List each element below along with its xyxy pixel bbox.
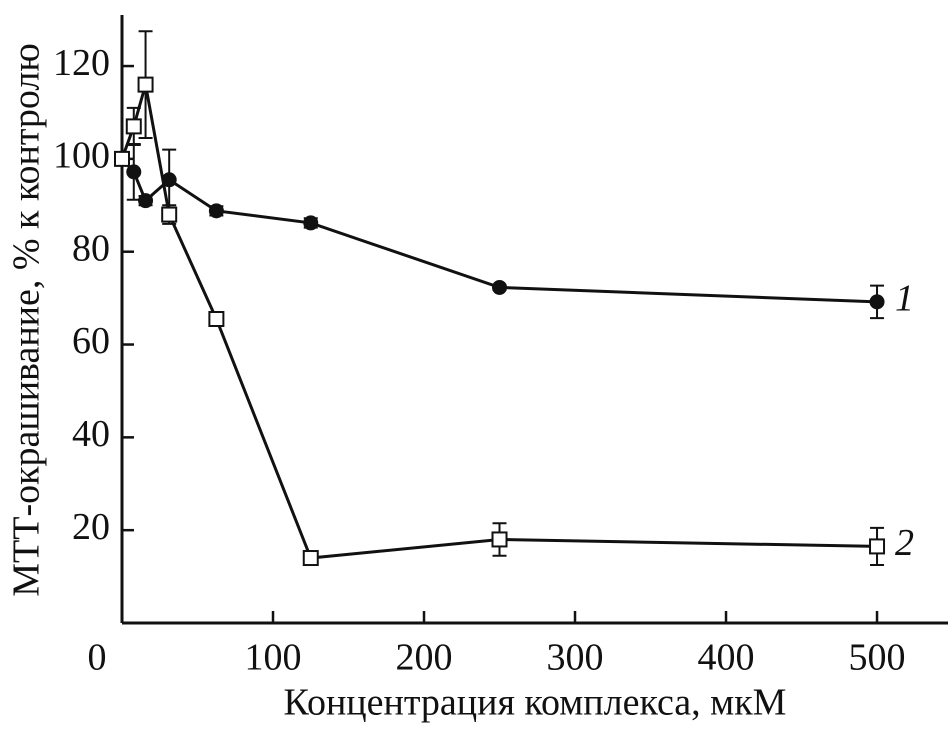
point bbox=[126, 164, 142, 180]
point bbox=[161, 206, 178, 223]
y-tick-label: 120 bbox=[53, 42, 110, 84]
point bbox=[303, 215, 319, 231]
point bbox=[137, 76, 154, 93]
point bbox=[302, 550, 319, 567]
series-label: 1 bbox=[895, 278, 914, 320]
x-tick-label: 100 bbox=[245, 637, 302, 679]
point bbox=[208, 203, 224, 219]
point bbox=[208, 311, 225, 327]
y-axis-title: МТТ-окрашивание, % к контролю bbox=[6, 43, 48, 597]
x-tick-label: 400 bbox=[698, 637, 755, 679]
x-tick-label: 300 bbox=[547, 637, 604, 679]
x-axis-title: Концентрация комплекса, мкМ bbox=[284, 682, 787, 724]
series-line bbox=[120, 84, 878, 560]
point bbox=[869, 538, 886, 555]
point bbox=[869, 294, 885, 310]
point bbox=[138, 193, 154, 209]
point bbox=[125, 118, 142, 135]
x-tick-label: 200 bbox=[396, 637, 453, 679]
point bbox=[161, 172, 177, 188]
x-tick-label: 0 bbox=[88, 637, 107, 679]
y-tick-label: 100 bbox=[53, 135, 110, 177]
y-tick-label: 60 bbox=[72, 320, 110, 362]
y-tick-label: 80 bbox=[72, 227, 110, 269]
point bbox=[114, 150, 130, 167]
series-label: 2 bbox=[895, 522, 914, 564]
point bbox=[492, 279, 508, 295]
y-tick-label: 40 bbox=[72, 413, 110, 455]
point bbox=[491, 531, 508, 548]
x-tick-label: 500 bbox=[849, 637, 906, 679]
y-tick-label: 20 bbox=[72, 506, 110, 548]
